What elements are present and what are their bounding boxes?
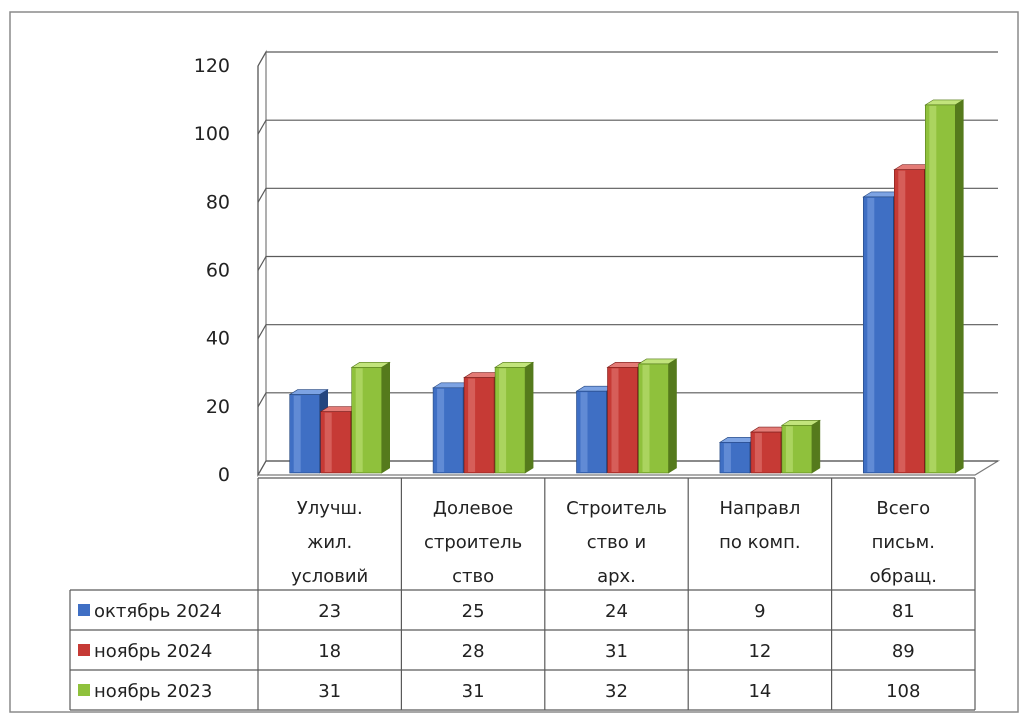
bar-side <box>668 358 677 474</box>
category-label: Улучш. <box>297 498 363 519</box>
bar <box>780 419 821 474</box>
category-label: ство <box>452 566 494 587</box>
data-label: 89 <box>892 641 915 662</box>
data-label: 9 <box>754 601 765 622</box>
gridline <box>257 119 998 135</box>
category-label: жил. <box>307 532 352 553</box>
category-label: строитель <box>424 532 522 553</box>
legend-key <box>78 604 90 616</box>
data-label: 25 <box>462 601 485 622</box>
y-tick-label: 100 <box>194 123 230 145</box>
bar-highlight <box>324 412 332 472</box>
category-label: обращ. <box>870 566 937 587</box>
y-tick-label: 0 <box>218 464 230 486</box>
bar-highlight <box>437 388 445 472</box>
data-label: 12 <box>748 641 771 662</box>
y-tick-label: 120 <box>194 55 230 77</box>
bar-side <box>381 361 391 474</box>
gridline <box>257 324 998 339</box>
bar <box>350 361 391 474</box>
bar-highlight <box>723 443 731 472</box>
data-label: 24 <box>605 601 628 622</box>
data-label: 32 <box>605 681 628 702</box>
data-label: 81 <box>892 601 915 622</box>
bar-highlight <box>580 392 588 472</box>
y-tick-label: 80 <box>206 191 230 213</box>
bar <box>924 99 965 474</box>
gridline <box>257 51 998 67</box>
legend-key <box>78 684 90 696</box>
category-label: Всего <box>876 498 930 519</box>
bar-highlight <box>898 170 906 473</box>
category-label: ство и <box>587 532 646 553</box>
bar-highlight <box>642 364 650 472</box>
data-label: 31 <box>462 681 485 702</box>
bar <box>637 358 678 474</box>
data-label: 14 <box>748 681 771 702</box>
bar-highlight <box>468 378 476 472</box>
bar-highlight <box>611 368 619 472</box>
bars <box>288 99 965 474</box>
category-label: письм. <box>872 532 935 553</box>
data-label: 108 <box>886 681 920 702</box>
bar-highlight <box>785 426 793 472</box>
category-label: Направл <box>719 498 800 519</box>
gridline <box>257 392 998 408</box>
bar-highlight <box>355 368 363 472</box>
gridline <box>257 255 998 271</box>
bar-side <box>811 419 821 474</box>
data-label: 18 <box>318 641 341 662</box>
category-label: арх. <box>597 566 636 587</box>
y-axis: 0 20 40 60 80 100 120 <box>194 55 259 486</box>
bar-side <box>954 99 964 474</box>
category-label: Долевое <box>433 498 513 519</box>
data-label: 31 <box>318 681 341 702</box>
y-tick-label: 20 <box>206 396 230 418</box>
data-label: 28 <box>462 641 485 662</box>
category-label: Строитель <box>566 498 667 519</box>
data-table: Улучш. жил. условий Долевое строитель ство Стр… <box>69 477 976 711</box>
y-tick-label: 40 <box>206 328 230 350</box>
legend-label: октябрь 2024 <box>94 601 222 622</box>
category-label: условий <box>291 566 368 587</box>
bar-highlight <box>929 105 937 473</box>
bar-side <box>524 361 534 474</box>
bar <box>432 382 473 474</box>
chart-border <box>9 11 1019 713</box>
bar-highlight <box>754 433 762 472</box>
gridline <box>257 187 998 203</box>
bar-highlight <box>499 368 507 472</box>
legend-label: ноябрь 2023 <box>94 681 212 702</box>
y-tick-label: 60 <box>206 260 230 282</box>
gridlines <box>257 51 998 476</box>
category-label: по комп. <box>719 532 800 553</box>
legend-key <box>78 644 90 656</box>
legend-label: ноябрь 2024 <box>94 641 212 662</box>
bar <box>494 361 535 474</box>
bar-highlight <box>293 395 301 472</box>
data-label: 23 <box>318 601 341 622</box>
bar-highlight <box>867 197 875 473</box>
data-label: 31 <box>605 641 628 662</box>
